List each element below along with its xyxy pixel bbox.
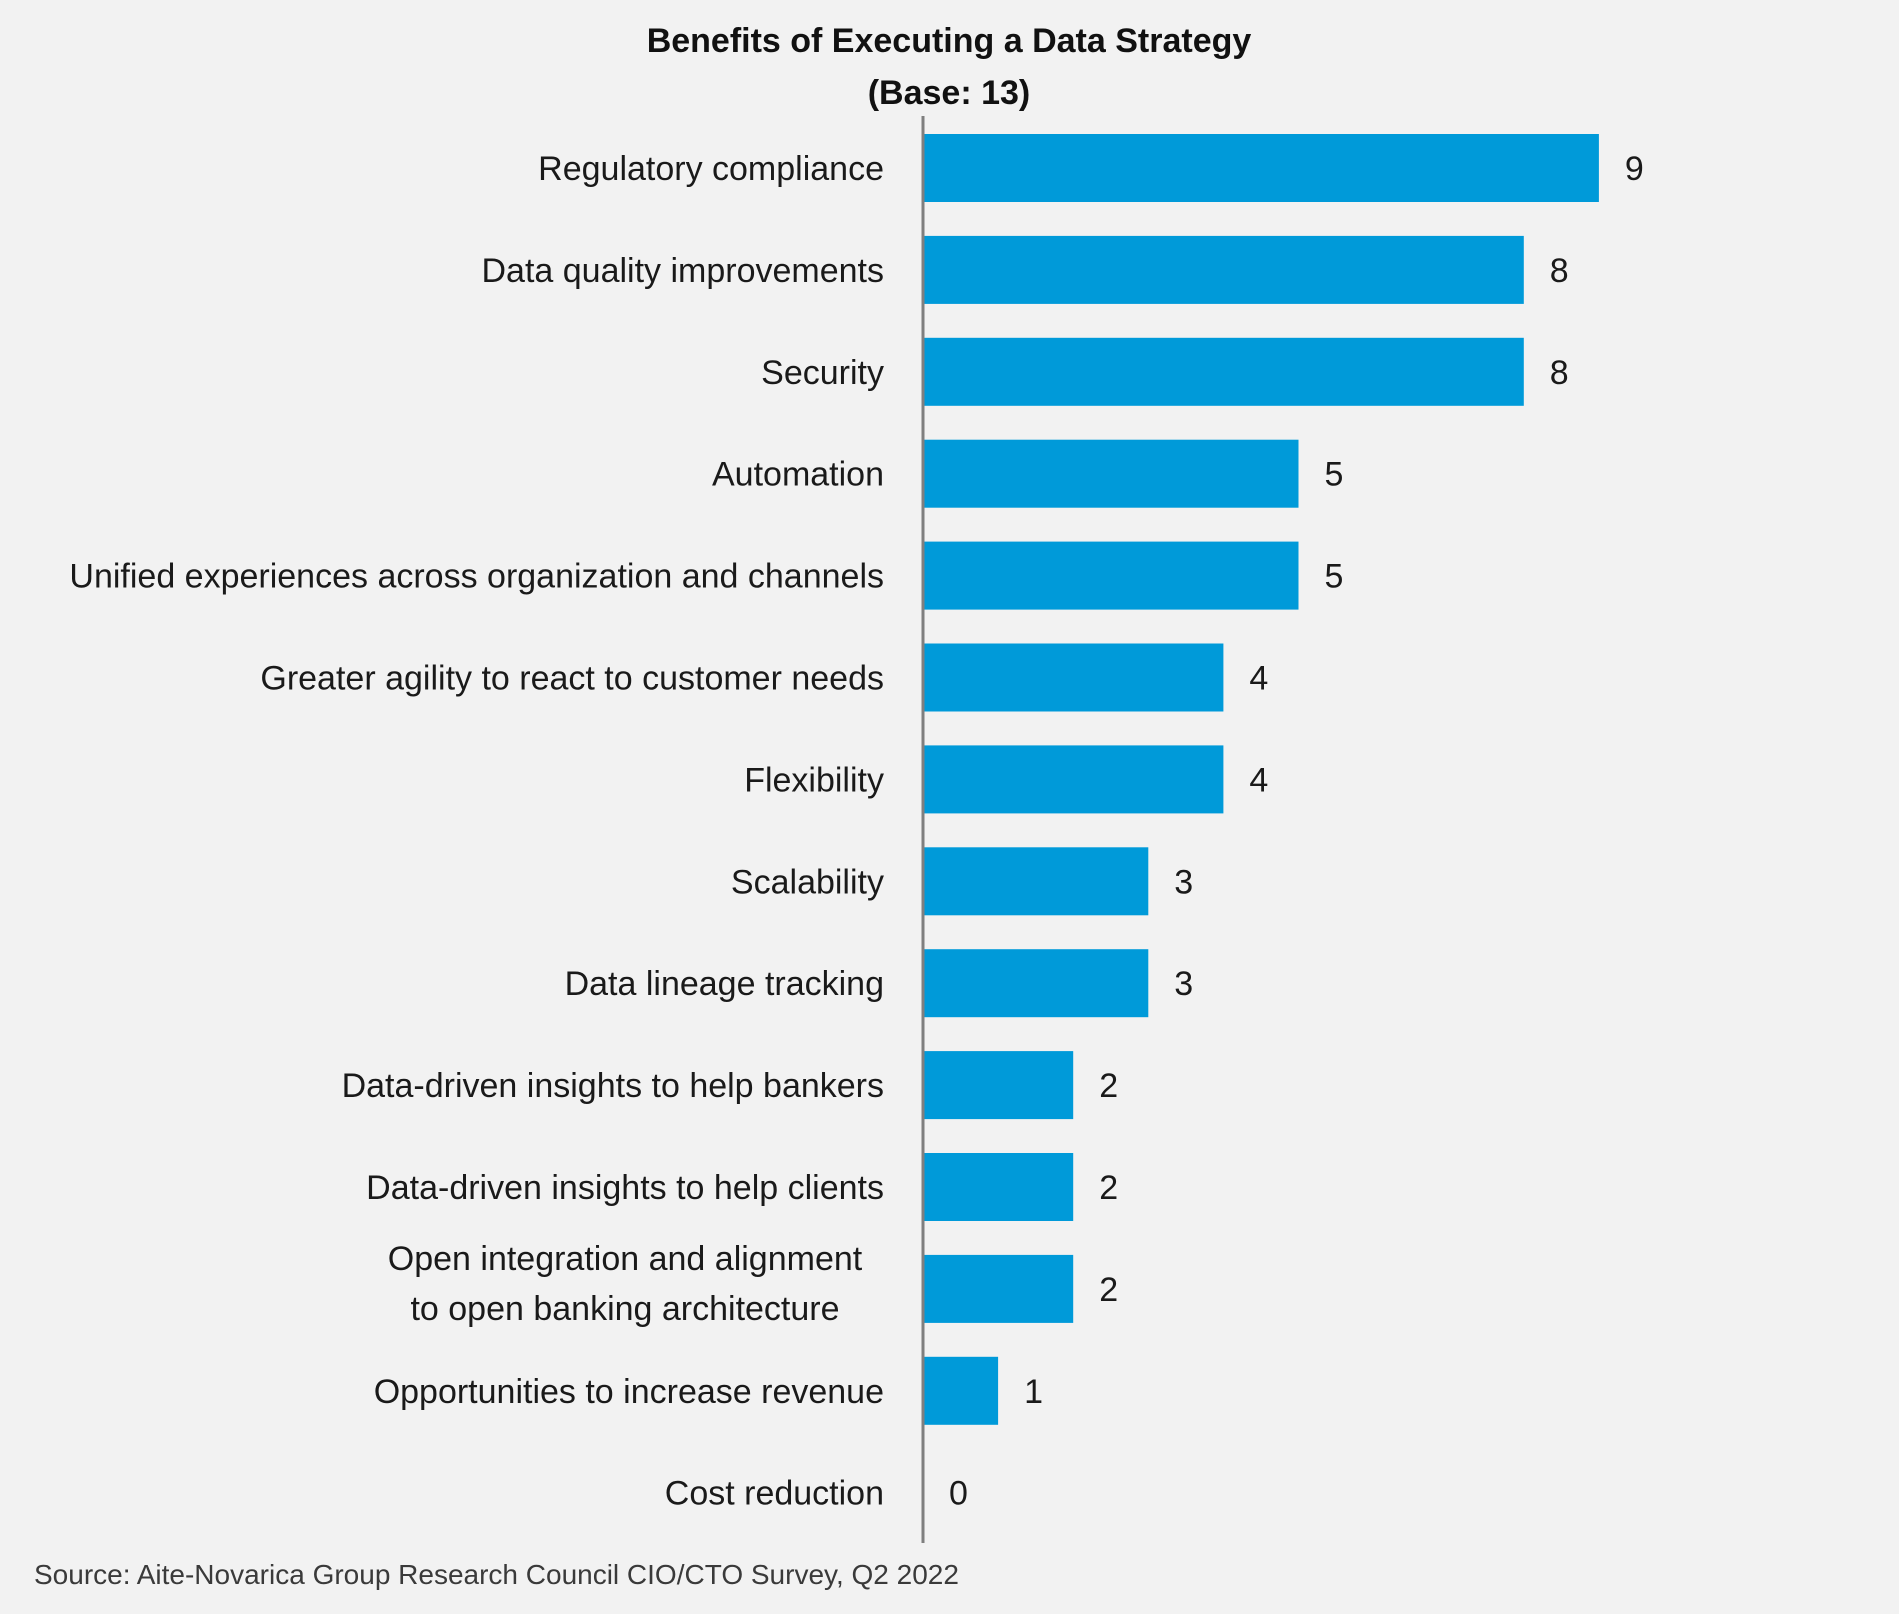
category-label: Data quality improvements [481,252,884,290]
bar [923,1254,1074,1323]
bar [923,235,1524,304]
value-label: 5 [1325,456,1344,494]
bar [923,949,1149,1018]
value-label: 1 [1024,1373,1043,1411]
value-label: 5 [1325,558,1344,596]
category-label: Scalability [731,863,884,901]
category-label: Automation [712,456,884,494]
bar [923,1356,999,1425]
value-labels-group: 9 8 8 5 5 4 4 3 3 2 2 2 1 0 [949,150,1644,1513]
bar [923,643,1224,712]
category-label-line: Open integration and alignment [388,1240,863,1278]
value-label: 3 [1174,965,1193,1003]
category-label: Data-driven insights to help clients [366,1169,884,1207]
category-label: Data lineage tracking [565,965,884,1003]
category-label: Unified experiences across organization … [69,558,884,596]
bars-group [923,134,1599,1425]
category-label-line: to open banking architecture [410,1290,839,1328]
category-label: Cost reduction [665,1475,884,1513]
bar [923,847,1149,916]
chart-subtitle: (Base: 13) [868,74,1031,112]
value-label: 8 [1550,252,1569,290]
value-label: 4 [1249,660,1268,698]
category-label: Greater agility to react to customer nee… [260,660,884,698]
bar [923,439,1299,508]
value-label: 8 [1550,354,1569,392]
bar [923,1051,1074,1120]
value-label: 3 [1174,863,1193,901]
bar [923,541,1299,610]
bar [923,1153,1074,1221]
value-label: 2 [1099,1271,1118,1309]
chart-title: Benefits of Executing a Data Strategy [647,22,1252,60]
bar [923,745,1224,814]
bar [923,134,1599,202]
category-label: Opportunities to increase revenue [374,1373,884,1411]
category-label: Data-driven insights to help bankers [342,1067,884,1105]
category-labels-group: Regulatory compliance Data quality improv… [69,150,884,1513]
category-label: Flexibility [744,761,884,799]
value-label: 9 [1625,150,1644,188]
value-label: 0 [949,1475,968,1513]
value-label: 2 [1099,1169,1118,1207]
category-label: Security [761,354,884,392]
value-label: 4 [1249,761,1268,799]
category-label: Open integration and alignment to open ba… [388,1240,863,1328]
value-label: 2 [1099,1067,1118,1105]
category-label: Regulatory compliance [538,150,884,188]
bar [923,337,1524,406]
source-note: Source: Aite-Novarica Group Research Cou… [34,1559,959,1590]
